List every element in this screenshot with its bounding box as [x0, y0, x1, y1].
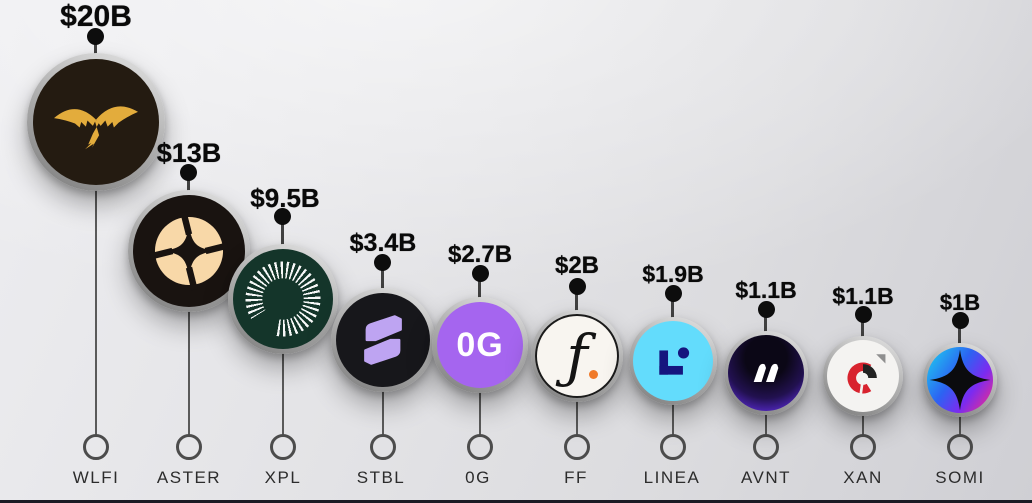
- plasma-spiral-gap: [242, 258, 324, 340]
- connector-line: [188, 306, 190, 436]
- value-label: $1.1B: [735, 277, 797, 303]
- value-stem: [575, 286, 578, 314]
- value-stem: [671, 293, 674, 321]
- value-stem: [764, 309, 767, 335]
- connector-line: [282, 348, 284, 436]
- connector-line: [765, 409, 767, 436]
- connector-line: [479, 387, 481, 436]
- value-marker-dot: [472, 265, 489, 282]
- value-marker-dot: [758, 301, 775, 318]
- value-stem: [478, 273, 481, 301]
- wlfi-eagle-icon: [54, 106, 138, 150]
- coin-somi: [923, 343, 997, 417]
- zero-g-text-icon: 0G: [456, 325, 504, 364]
- baseline-ring: [83, 434, 109, 460]
- coin-xpl: [228, 244, 338, 354]
- ticker-label: XAN: [843, 468, 883, 487]
- ticker-label: SOMI: [935, 468, 985, 487]
- connector-line: [862, 410, 864, 436]
- florin-orange-dot: [588, 370, 598, 379]
- value-label: $2.7B: [447, 241, 513, 268]
- baseline-ring: [467, 434, 493, 460]
- ticker-label: AVNT: [740, 468, 792, 487]
- value-stem: [187, 172, 190, 194]
- coin-wlfi: [27, 53, 165, 191]
- value-label: $9.5B: [250, 183, 320, 213]
- value-marker-dot: [180, 164, 197, 181]
- connector-line: [959, 411, 961, 436]
- value-marker-dot: [665, 285, 682, 302]
- value-stem: [861, 314, 864, 340]
- value-stem: [958, 320, 961, 347]
- baseline-ring: [564, 434, 590, 460]
- value-marker-dot: [569, 278, 586, 295]
- baseline-ring: [270, 434, 296, 460]
- coin-linea: [629, 317, 717, 405]
- aster-star-icon: [149, 211, 229, 291]
- value-label: $1B: [939, 290, 981, 315]
- value-label: $3.4B: [349, 229, 417, 257]
- baseline-ring: [176, 434, 202, 460]
- value-marker-dot: [855, 306, 872, 323]
- ticker-label: ASTER: [156, 468, 222, 487]
- connector-line: [576, 396, 578, 436]
- bottom-edge-line: [0, 500, 1032, 503]
- coin-xan: [823, 336, 903, 416]
- value-marker-dot: [87, 28, 104, 45]
- baseline-ring: [850, 434, 876, 460]
- baseline-ring: [753, 434, 779, 460]
- florin-f-icon: ƒ: [566, 327, 598, 385]
- value-label: $1.1B: [832, 283, 894, 309]
- value-stem: [281, 216, 284, 248]
- value-label: $1.9B: [642, 261, 704, 287]
- baseline-ring: [370, 434, 396, 460]
- value-label: $13B: [156, 138, 222, 168]
- value-marker-dot: [374, 254, 391, 271]
- coin-ff: ƒ: [531, 310, 623, 402]
- value-marker-dot: [952, 312, 969, 329]
- ticker-label: 0G: [465, 468, 491, 487]
- connector-line: [672, 399, 674, 436]
- ticker-label: XPL: [264, 468, 302, 487]
- value-marker-dot: [274, 208, 291, 225]
- value-stem: [94, 36, 97, 57]
- somi-star-icon: [929, 349, 991, 411]
- coin-0g: 0G: [432, 297, 528, 393]
- connector-line: [95, 185, 97, 436]
- value-label: $2B: [554, 252, 600, 279]
- baseline-ring: [947, 434, 973, 460]
- stbl-s-icon: [364, 315, 402, 365]
- baseline-ring: [660, 434, 686, 460]
- coin-stbl: [331, 288, 435, 392]
- avnt-ribbons-icon: [753, 363, 779, 382]
- coin-avnt: [724, 331, 808, 415]
- ticker-label: FF: [564, 468, 588, 487]
- linea-l-icon: [659, 347, 690, 375]
- xan-ring-icon: [847, 354, 886, 401]
- ticker-label: WLFI: [72, 468, 120, 487]
- value-stem: [381, 262, 384, 292]
- connector-line: [382, 386, 384, 436]
- ticker-label: STBL: [356, 468, 406, 487]
- value-label: $20B: [60, 0, 132, 33]
- ticker-label: LINEA: [643, 468, 701, 487]
